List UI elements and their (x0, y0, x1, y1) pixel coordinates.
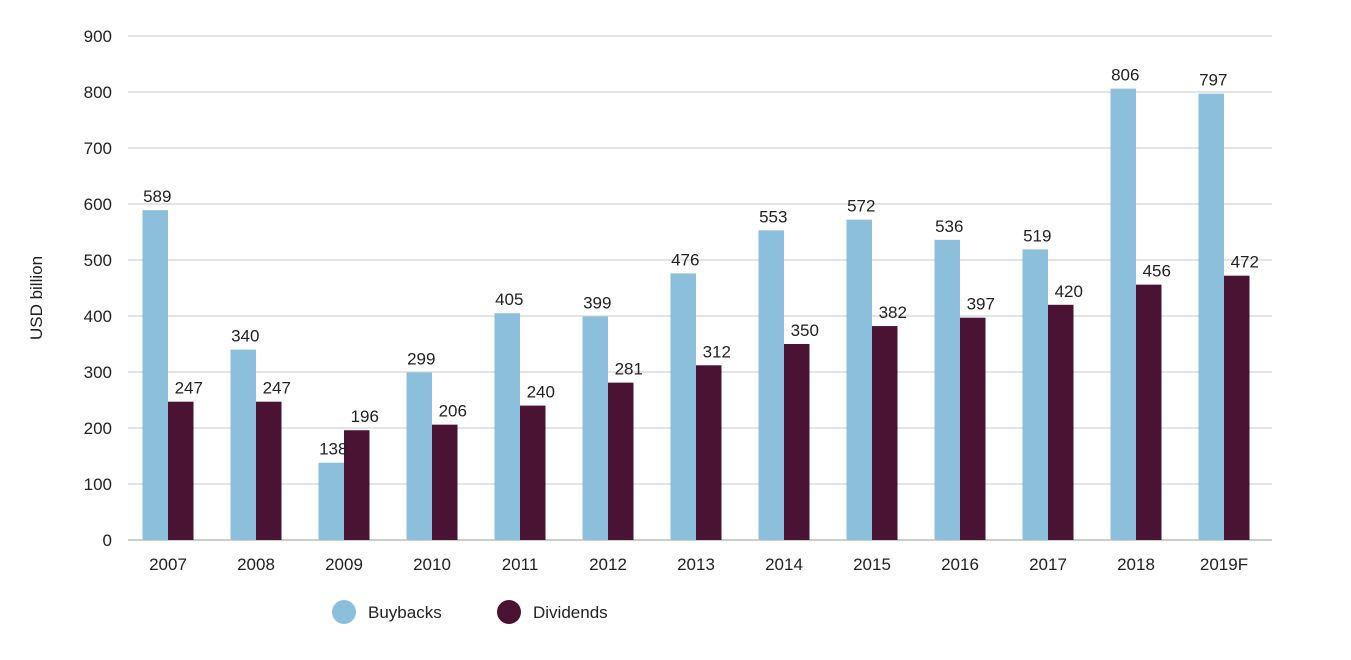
data-label-buybacks: 589 (143, 187, 171, 206)
data-label-dividends: 247 (175, 379, 203, 398)
data-label-buybacks: 405 (495, 290, 523, 309)
y-tick-label: 300 (84, 363, 112, 382)
bar-buybacks (318, 462, 344, 540)
y-tick-label: 500 (84, 251, 112, 270)
x-tick-label: 2009 (325, 555, 363, 574)
data-label-buybacks: 476 (671, 250, 699, 269)
bar-buybacks (582, 316, 608, 540)
bar-buybacks (406, 372, 432, 540)
bar-dividends (344, 430, 370, 540)
x-tick-label: 2014 (765, 555, 803, 574)
bar-buybacks (230, 349, 256, 540)
y-axis-ticks: 0 100 200 300 400 500 600 700 800 900 (84, 27, 112, 550)
data-label-dividends: 456 (1143, 262, 1171, 281)
bar-dividends (520, 405, 546, 540)
bar-dividends (256, 401, 282, 540)
data-label-dividends: 382 (879, 303, 907, 322)
x-tick-label: 2013 (677, 555, 715, 574)
bar-buybacks (846, 219, 872, 540)
legend-label-buybacks: Buybacks (368, 603, 442, 622)
data-label-buybacks: 553 (759, 207, 787, 226)
data-label-buybacks: 340 (231, 327, 259, 346)
legend-label-dividends: Dividends (533, 603, 608, 622)
bar-dividends (1048, 304, 1074, 540)
bar-dividends (1136, 284, 1162, 540)
data-label-buybacks: 536 (935, 217, 963, 236)
bar-buybacks (1198, 93, 1224, 541)
x-tick-label: 2015 (853, 555, 891, 574)
bar-buybacks (758, 230, 784, 540)
y-tick-label: 200 (84, 419, 112, 438)
data-label-buybacks: 572 (847, 197, 875, 216)
bar-dividends (1224, 275, 1250, 540)
bar-buybacks (934, 239, 960, 540)
data-label-dividends: 420 (1055, 282, 1083, 301)
bars (142, 88, 1250, 541)
legend-swatch-dividends (497, 600, 521, 624)
y-tick-label: 800 (84, 83, 112, 102)
data-label-dividends: 196 (351, 407, 379, 426)
data-label-dividends: 397 (967, 295, 995, 314)
data-label-buybacks: 299 (407, 350, 435, 369)
data-label-dividends: 472 (1231, 253, 1259, 272)
data-label-dividends: 312 (703, 342, 731, 361)
x-tick-label: 2007 (149, 555, 187, 574)
x-tick-label: 2018 (1117, 555, 1155, 574)
x-tick-label: 2012 (589, 555, 627, 574)
bar-dividends (960, 317, 986, 540)
data-label-buybacks: 797 (1199, 71, 1227, 90)
data-label-buybacks: 806 (1111, 66, 1139, 85)
data-label-buybacks: 138 (319, 440, 347, 459)
bar-buybacks (670, 273, 696, 540)
data-label-dividends: 240 (527, 383, 555, 402)
bar-dividends (872, 326, 898, 540)
bar-dividends (784, 344, 810, 540)
bar-buybacks (142, 210, 168, 540)
y-tick-label: 700 (84, 139, 112, 158)
bar-dividends (608, 382, 634, 540)
x-axis-ticks: 2007 2008 2009 2010 2011 2012 2013 2014 2015 2016… (149, 555, 1248, 574)
data-label-dividends: 247 (263, 379, 291, 398)
x-tick-label: 2017 (1029, 555, 1067, 574)
data-label-buybacks: 399 (583, 294, 611, 313)
x-tick-label: 2016 (941, 555, 979, 574)
x-tick-label: 2019F (1200, 555, 1248, 574)
bar-buybacks (494, 313, 520, 540)
y-tick-label: 400 (84, 307, 112, 326)
bar-buybacks (1022, 249, 1048, 541)
y-tick-label: 900 (84, 27, 112, 46)
bar-dividends (168, 401, 194, 540)
y-tick-label: 600 (84, 195, 112, 214)
legend: Buybacks Dividends (332, 600, 608, 624)
bar-buybacks (1110, 88, 1136, 540)
data-label-dividends: 281 (615, 360, 643, 379)
legend-swatch-buybacks (332, 600, 356, 624)
x-tick-label: 2010 (413, 555, 451, 574)
x-tick-label: 2008 (237, 555, 275, 574)
bar-dividends (432, 424, 458, 540)
bar-dividends (696, 365, 722, 540)
y-tick-label: 0 (103, 531, 112, 550)
x-tick-label: 2011 (502, 555, 539, 574)
data-label-dividends: 206 (439, 402, 467, 421)
data-label-buybacks: 519 (1023, 226, 1051, 245)
data-label-dividends: 350 (791, 321, 819, 340)
y-axis-title: USD billion (27, 256, 46, 340)
y-tick-label: 100 (84, 475, 112, 494)
